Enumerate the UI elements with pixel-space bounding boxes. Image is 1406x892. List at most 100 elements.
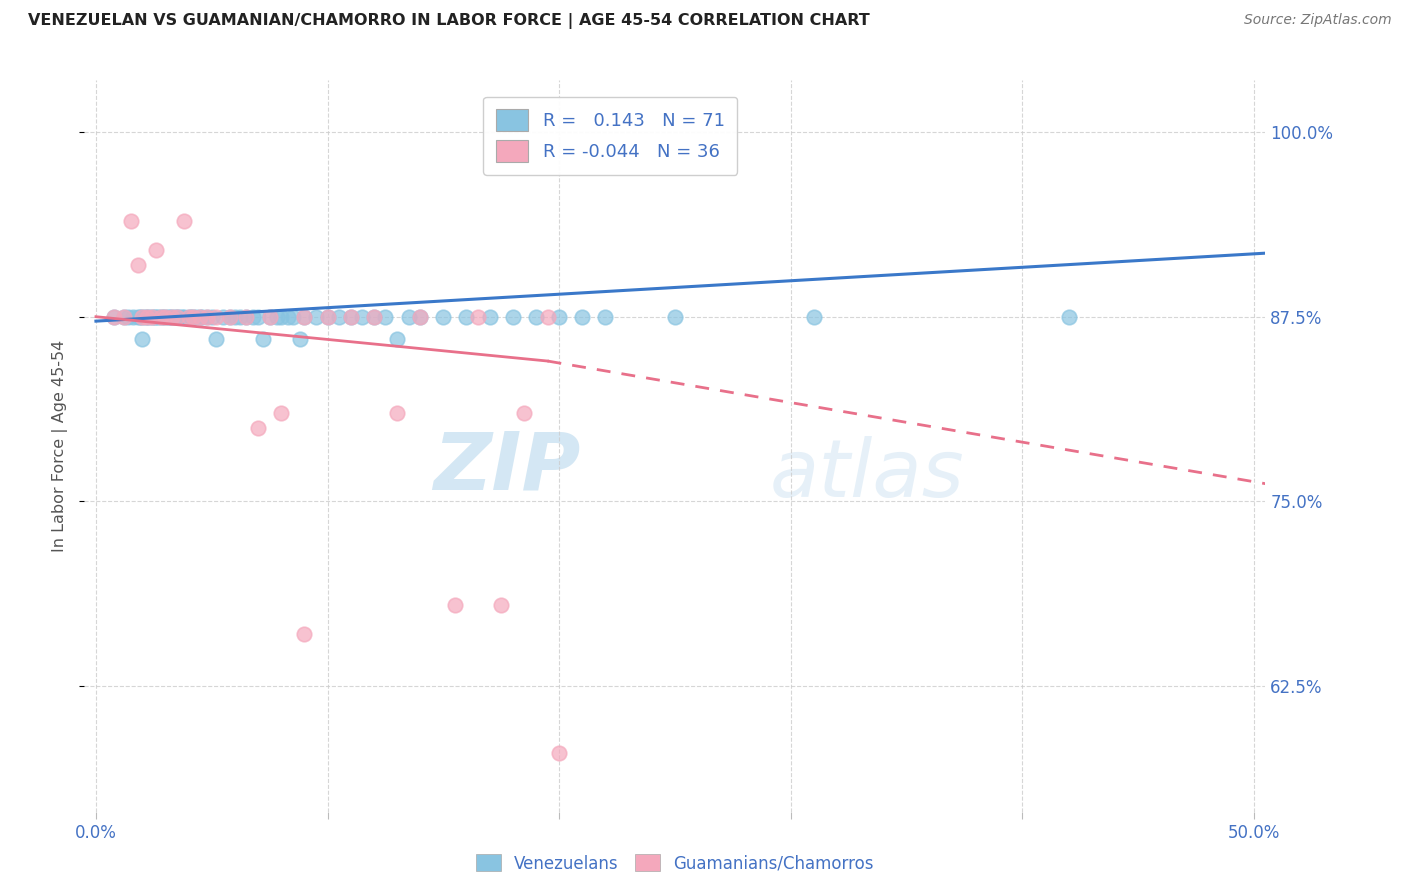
Legend: Venezuelans, Guamanians/Chamorros: Venezuelans, Guamanians/Chamorros: [470, 847, 880, 880]
Point: [138, 310, 160, 324]
Point: [173, 310, 195, 324]
Point: [212, 310, 235, 324]
Point: [155, 310, 177, 324]
Point: [149, 310, 172, 324]
Point: [363, 310, 385, 324]
Point: [127, 258, 149, 272]
Point: [228, 310, 250, 324]
Point: [122, 310, 145, 324]
Point: [141, 310, 163, 324]
Point: [803, 310, 825, 324]
Point: [177, 310, 200, 324]
Point: [148, 310, 170, 324]
Point: [103, 310, 125, 324]
Point: [162, 310, 184, 324]
Point: [316, 310, 339, 324]
Point: [292, 310, 315, 324]
Point: [195, 310, 218, 324]
Point: [1057, 310, 1080, 324]
Point: [117, 310, 139, 324]
Point: [277, 310, 299, 324]
Point: [235, 310, 257, 324]
Point: [188, 310, 211, 324]
Point: [156, 310, 179, 324]
Point: [188, 310, 211, 324]
Point: [131, 310, 153, 324]
Point: [142, 310, 165, 324]
Point: [664, 310, 686, 324]
Point: [201, 310, 224, 324]
Point: [444, 598, 467, 612]
Point: [103, 310, 125, 324]
Point: [145, 310, 167, 324]
Point: [235, 310, 257, 324]
Point: [162, 310, 184, 324]
Point: [478, 310, 501, 324]
Point: [181, 310, 204, 324]
Point: [129, 310, 152, 324]
Point: [135, 310, 157, 324]
Point: [224, 310, 246, 324]
Point: [166, 310, 188, 324]
Point: [169, 310, 191, 324]
Point: [131, 310, 153, 324]
Point: [247, 420, 270, 434]
Point: [184, 310, 207, 324]
Point: [385, 332, 408, 346]
Point: [489, 598, 512, 612]
Point: [281, 310, 304, 324]
Point: [219, 310, 242, 324]
Point: [409, 310, 432, 324]
Point: [177, 310, 200, 324]
Point: [173, 213, 195, 227]
Point: [548, 746, 571, 760]
Point: [127, 310, 149, 324]
Point: [595, 310, 617, 324]
Point: [134, 310, 156, 324]
Point: [163, 310, 186, 324]
Point: [352, 310, 374, 324]
Point: [409, 310, 432, 324]
Point: [112, 310, 135, 324]
Point: [548, 310, 571, 324]
Text: ZIP: ZIP: [433, 429, 581, 507]
Point: [467, 310, 489, 324]
Point: [242, 310, 264, 324]
Point: [339, 310, 361, 324]
Point: [456, 310, 478, 324]
Point: [292, 627, 315, 641]
Point: [513, 406, 536, 420]
Point: [131, 332, 153, 346]
Point: [288, 332, 311, 346]
Point: [155, 310, 177, 324]
Point: [536, 310, 558, 324]
Point: [152, 310, 174, 324]
Point: [135, 310, 157, 324]
Point: [205, 332, 228, 346]
Point: [205, 310, 228, 324]
Point: [120, 213, 142, 227]
Y-axis label: In Labor Force | Age 45-54: In Labor Force | Age 45-54: [52, 340, 69, 552]
Text: VENEZUELAN VS GUAMANIAN/CHAMORRO IN LABOR FORCE | AGE 45-54 CORRELATION CHART: VENEZUELAN VS GUAMANIAN/CHAMORRO IN LABO…: [28, 13, 870, 29]
Point: [159, 310, 181, 324]
Point: [374, 310, 396, 324]
Text: Source: ZipAtlas.com: Source: ZipAtlas.com: [1244, 13, 1392, 28]
Point: [259, 310, 281, 324]
Point: [166, 310, 188, 324]
Point: [328, 310, 350, 324]
Point: [252, 332, 274, 346]
Point: [270, 406, 292, 420]
Point: [195, 310, 218, 324]
Point: [571, 310, 593, 324]
Point: [363, 310, 385, 324]
Text: atlas: atlas: [769, 436, 965, 515]
Point: [398, 310, 420, 324]
Point: [316, 310, 339, 324]
Point: [141, 310, 163, 324]
Point: [181, 310, 204, 324]
Point: [305, 310, 328, 324]
Point: [247, 310, 270, 324]
Point: [292, 310, 315, 324]
Point: [149, 310, 172, 324]
Point: [270, 310, 292, 324]
